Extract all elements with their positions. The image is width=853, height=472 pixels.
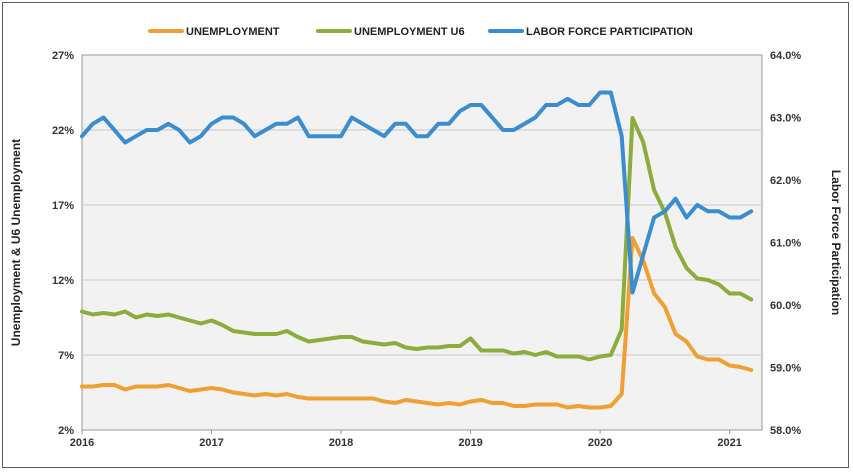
right-axis-ticks: 58.0% 59.0% 60.0% 61.0% 62.0% 63.0% 64.0% [770, 50, 801, 437]
left-tick-label: 22% [52, 125, 74, 137]
left-tick-label: 27% [52, 50, 74, 62]
series-line-unemployment [80, 236, 754, 410]
left-tick-label: 17% [52, 200, 74, 212]
right-tick-label: 60.0% [770, 300, 801, 312]
legend-label: LABOR FORCE PARTICIPATION [526, 26, 693, 38]
left-tick-label: 7% [58, 350, 74, 362]
left-tick-label: 2% [58, 425, 74, 437]
right-tick-label: 62.0% [770, 175, 801, 187]
left-axis-ticks: 2% 7% 12% 17% 22% 27% [52, 50, 74, 437]
right-tick-label: 61.0% [770, 238, 801, 250]
right-tick-label: 59.0% [770, 363, 801, 375]
legend-label: UNEMPLOYMENT [186, 26, 280, 38]
series-line-labor-force-participation [80, 90, 754, 295]
right-axis-title: Labor Force Participation [829, 170, 843, 315]
left-axis-title: Unemployment & U6 Unemployment [9, 139, 23, 346]
series-lines [80, 90, 754, 410]
x-tick-label: 2017 [199, 437, 223, 449]
x-tick-label: 2021 [717, 437, 741, 449]
x-axis-ticks: 2016 2017 2018 2019 2020 2021 [70, 430, 742, 449]
x-tick-label: 2016 [70, 437, 94, 449]
plot-area [81, 54, 763, 431]
series-line-unemployment-u6 [80, 116, 754, 362]
right-tick-label: 64.0% [770, 50, 801, 62]
x-tick-label: 2019 [458, 437, 482, 449]
right-tick-label: 58.0% [770, 425, 801, 437]
x-tick-label: 2020 [588, 437, 612, 449]
right-tick-label: 63.0% [770, 113, 801, 125]
left-tick-label: 12% [52, 275, 74, 287]
legend: UNEMPLOYMENT UNEMPLOYMENT U6 LABOR FORCE P… [148, 26, 693, 38]
x-tick-label: 2018 [329, 437, 353, 449]
legend-label: UNEMPLOYMENT U6 [354, 26, 465, 38]
